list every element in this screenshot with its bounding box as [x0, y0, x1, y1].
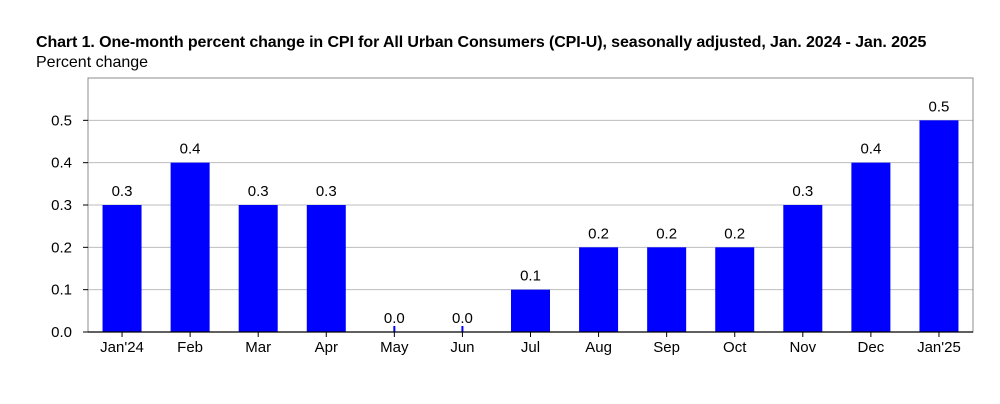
x-tick-label: Jan'24 [100, 339, 144, 356]
y-tick-label: 0.4 [51, 155, 72, 172]
x-tick-label: Mar [245, 339, 271, 356]
data-label: 0.0 [384, 310, 405, 327]
bar [238, 205, 278, 332]
bar [783, 205, 823, 332]
y-tick-label: 0.3 [51, 197, 72, 214]
x-tick-label: Jan'25 [917, 339, 961, 356]
bar [170, 162, 210, 332]
data-label: 0.3 [112, 183, 133, 200]
data-label: 0.3 [792, 183, 813, 200]
x-tick-label: Sep [653, 339, 680, 356]
x-tick-label: Jun [450, 339, 474, 356]
bar [851, 162, 891, 332]
data-label: 0.1 [520, 268, 541, 285]
data-label: 0.3 [316, 183, 337, 200]
bar [647, 247, 687, 332]
data-label: 0.3 [248, 183, 269, 200]
bar [715, 247, 755, 332]
x-tick-label: May [380, 339, 409, 356]
bar [919, 120, 959, 332]
data-label: 0.4 [180, 141, 201, 158]
x-tick-label: Feb [177, 339, 203, 356]
y-tick-label: 0.0 [51, 324, 72, 341]
x-tick-label: Oct [723, 339, 747, 356]
data-label: 0.2 [656, 225, 677, 242]
data-label: 0.4 [860, 141, 881, 158]
x-tick-label: Nov [789, 339, 816, 356]
y-tick-label: 0.2 [51, 239, 72, 256]
x-tick-label: Aug [585, 339, 612, 356]
bar [306, 205, 346, 332]
bar [511, 289, 550, 332]
chart-title: Chart 1. One-month percent change in CPI… [36, 34, 927, 51]
data-label: 0.5 [929, 98, 950, 115]
x-tick-label: Jul [521, 339, 540, 356]
y-axis-label: Percent change [36, 54, 149, 71]
data-label: 0.2 [724, 225, 745, 242]
data-label: 0.0 [452, 310, 473, 327]
y-tick-label: 0.5 [51, 112, 72, 129]
x-tick-label: Apr [315, 339, 338, 356]
bar [579, 247, 619, 332]
data-label: 0.2 [588, 225, 609, 242]
y-tick-label: 0.1 [51, 282, 72, 299]
bar [102, 205, 142, 332]
x-tick-label: Dec [858, 339, 885, 356]
